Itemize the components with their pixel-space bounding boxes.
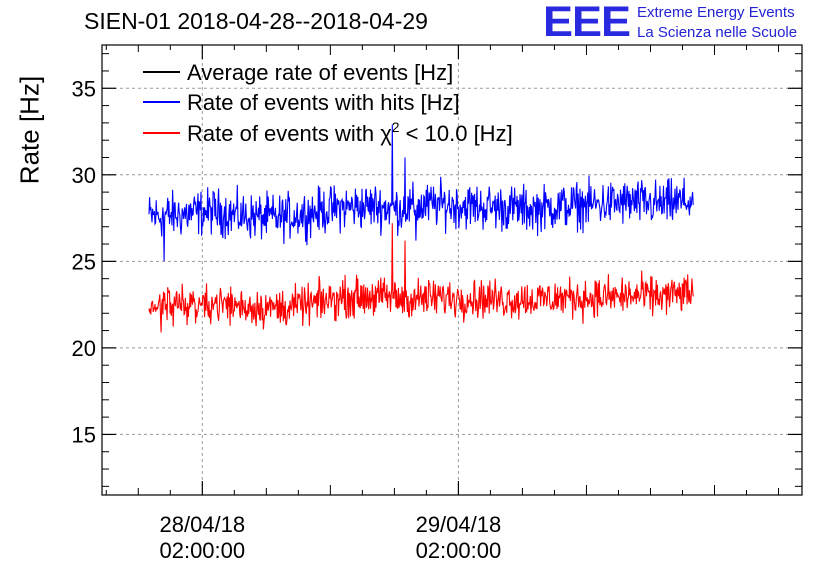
series-line-hits [148, 124, 694, 262]
plot-frame [101, 44, 803, 496]
x-tick-label-time: 02:00:00 [416, 538, 502, 563]
y-tick-label: 30 [72, 163, 96, 188]
x-tick-label-date: 29/04/18 [416, 512, 502, 537]
legend-label-avg: Average rate of events [Hz] [187, 60, 453, 85]
logo-mark: EEE [543, 0, 631, 46]
logo-line2: La Scienza nelle Scuole [637, 24, 798, 41]
axes [102, 45, 802, 495]
y-tick-labels: 15 20 25 30 35 [72, 76, 96, 447]
grid [102, 45, 802, 495]
legend-label-hits: Rate of events with hits [Hz] [187, 90, 460, 115]
page-title: SIEN-01 2018-04-28--2018-04-29 [84, 8, 428, 34]
legend-chi-sup: 2 [392, 119, 400, 135]
legend-label-chi: Rate of events with χ2 < 10.0 [Hz] [187, 119, 513, 146]
series-hits [148, 124, 694, 262]
y-tick-label: 25 [72, 249, 96, 274]
x-tick-label-time: 02:00:00 [159, 538, 245, 563]
legend-chi-prefix: Rate of events with χ [187, 121, 392, 146]
series-line-chi [148, 223, 694, 333]
series-chi [148, 223, 694, 333]
y-tick-label: 35 [72, 76, 96, 101]
y-tick-label: 20 [72, 336, 96, 361]
logo-line1: Extreme Energy Events [637, 4, 795, 21]
eee-logo: EEE Extreme Energy Events La Scienza nel… [543, 0, 833, 46]
legend-chi-suffix: < 10.0 [Hz] [400, 121, 513, 146]
y-tick-label: 15 [72, 422, 96, 447]
legend: Average rate of events [Hz] Rate of even… [143, 60, 513, 146]
x-tick-label-date: 28/04/18 [159, 512, 245, 537]
